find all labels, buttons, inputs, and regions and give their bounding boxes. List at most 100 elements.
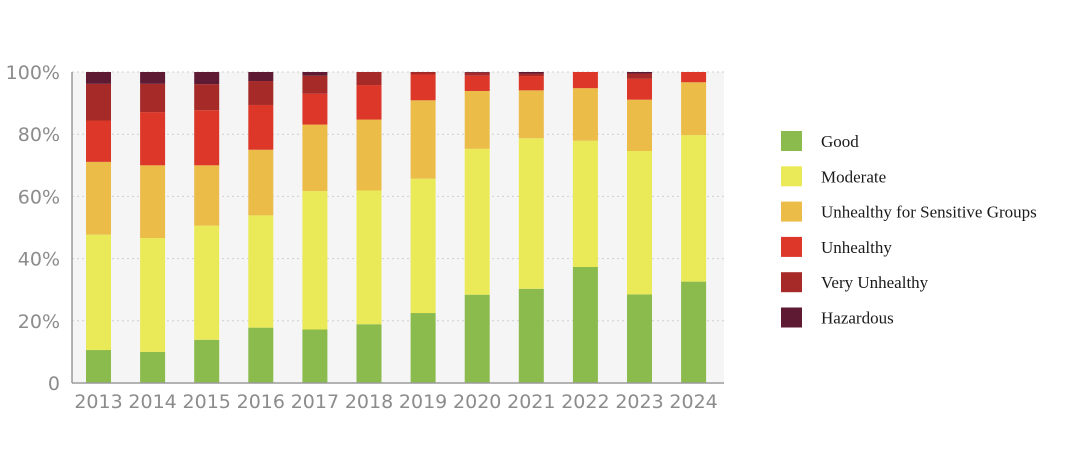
bar-2020-unhealthy-for-sensitive-groups [464, 90, 490, 149]
y-tick-label: 40% [18, 249, 60, 271]
bar-2014-moderate [140, 238, 166, 352]
bar-2014-good [140, 351, 166, 383]
bar-2022-moderate [572, 140, 598, 267]
x-tick-label: 2020 [453, 391, 501, 413]
bar-stack-2023 [627, 72, 652, 383]
bar-2021-very-unhealthy [518, 73, 544, 77]
bar-2013-unhealthy [86, 120, 111, 162]
bar-2024-good [681, 281, 707, 383]
bar-2019-moderate [410, 178, 436, 314]
legend-item-unhealthy: Unhealthy [781, 236, 892, 257]
legend-swatch [781, 166, 802, 187]
bar-2020-hazardous [464, 72, 490, 73]
bar-stack-2013 [86, 72, 111, 383]
bar-2017-very-unhealthy [302, 75, 328, 94]
bar-stack-2014 [140, 72, 166, 383]
bar-2020-unhealthy [464, 75, 490, 91]
bar-2020-good [464, 294, 490, 383]
bar-2016-hazardous [248, 72, 274, 82]
bar-2022-unhealthy-for-sensitive-groups [572, 88, 598, 141]
bar-2019-unhealthy [410, 74, 436, 101]
x-tick-label: 2021 [507, 391, 555, 413]
legend-label: Good [821, 132, 859, 151]
y-axis-ticks: 0 20% 40% 60% 80% 100% [6, 62, 60, 395]
bar-2024-unhealthy-for-sensitive-groups [681, 82, 707, 136]
bar-2023-very-unhealthy [627, 73, 652, 79]
bar-2014-unhealthy-for-sensitive-groups [140, 165, 166, 239]
bar-stack-2015 [194, 72, 220, 383]
legend-swatch [781, 272, 802, 293]
legend-item-hazardous: Hazardous [781, 307, 894, 328]
legend-item-very-unhealthy: Very Unhealthy [781, 272, 929, 293]
bar-stack-2016 [248, 72, 274, 383]
x-tick-label: 2015 [183, 391, 231, 413]
bar-2020-very-unhealthy [464, 72, 490, 76]
bar-2013-hazardous [86, 72, 111, 84]
bar-2016-unhealthy-for-sensitive-groups [248, 149, 274, 216]
bar-2015-hazardous [194, 72, 220, 85]
bar-2021-good [518, 288, 544, 383]
bar-stack-2021 [518, 72, 544, 383]
bar-2021-unhealthy-for-sensitive-groups [518, 90, 544, 139]
plot-background [72, 72, 724, 382]
bar-2019-very-unhealthy [410, 72, 436, 75]
legend: Good Moderate Unhealthy for Sensitive Grou… [781, 131, 1037, 328]
bar-stack-2022 [572, 72, 598, 383]
bar-2021-moderate [518, 138, 544, 289]
bar-2014-unhealthy [140, 112, 166, 166]
x-tick-label: 2016 [237, 391, 285, 413]
bar-2021-hazardous [518, 72, 544, 74]
bar-2023-unhealthy-for-sensitive-groups [627, 99, 652, 151]
x-tick-label: 2013 [74, 391, 122, 413]
legend-label: Moderate [821, 167, 886, 186]
bar-2017-good [302, 329, 328, 383]
legend-label: Unhealthy [821, 238, 892, 257]
legend-item-moderate: Moderate [781, 166, 886, 187]
x-tick-label: 2014 [128, 391, 176, 413]
bar-stack-2019 [410, 72, 436, 383]
legend-label: Unhealthy for Sensitive Groups [821, 203, 1037, 222]
x-tick-label: 2017 [291, 391, 339, 413]
bar-2018-unhealthy-for-sensitive-groups [356, 119, 382, 191]
bar-2017-unhealthy [302, 93, 328, 125]
bar-2023-good [627, 294, 652, 383]
bar-2020-moderate [464, 148, 490, 295]
bar-2024-moderate [681, 135, 707, 282]
bar-2019-unhealthy-for-sensitive-groups [410, 100, 436, 179]
gridlines [72, 71, 724, 322]
bar-2024-unhealthy [681, 72, 707, 83]
y-tick-label: 80% [18, 124, 60, 146]
bar-2016-very-unhealthy [248, 81, 274, 105]
bar-2015-unhealthy [194, 110, 220, 166]
legend-swatch [781, 201, 802, 222]
x-tick-label: 2023 [615, 391, 663, 413]
legend-label: Hazardous [821, 309, 894, 328]
bar-stack-2020 [464, 72, 490, 383]
y-tick-label: 100% [6, 62, 60, 84]
bar-2015-unhealthy-for-sensitive-groups [194, 165, 220, 226]
bar-2017-moderate [302, 191, 328, 330]
x-tick-label: 2018 [345, 391, 393, 413]
bars [86, 72, 707, 383]
bar-2016-good [248, 327, 274, 383]
legend-item-good: Good [781, 131, 859, 151]
bar-2018-very-unhealthy [356, 72, 382, 86]
bar-2014-very-unhealthy [140, 83, 166, 113]
bar-2018-moderate [356, 190, 382, 325]
x-axis-ticks: 2013 2014 2015 2016 2017 2018 2019 2020 2021 2022… [74, 391, 717, 413]
y-tick-label: 60% [18, 186, 60, 208]
bar-2018-unhealthy [356, 85, 382, 120]
bar-2021-unhealthy [518, 76, 544, 91]
bar-stack-2017 [302, 72, 328, 383]
legend-swatch [781, 307, 802, 328]
bar-stack-2024 [681, 72, 707, 383]
bar-2022-unhealthy [572, 72, 598, 89]
bar-stack-2018 [356, 72, 382, 383]
y-tick-label: 0 [48, 373, 60, 395]
bar-2013-unhealthy-for-sensitive-groups [86, 161, 111, 235]
bar-2015-very-unhealthy [194, 84, 220, 111]
bar-2023-unhealthy [627, 78, 652, 100]
bar-2022-good [572, 266, 598, 383]
y-tick-label: 20% [18, 311, 60, 333]
